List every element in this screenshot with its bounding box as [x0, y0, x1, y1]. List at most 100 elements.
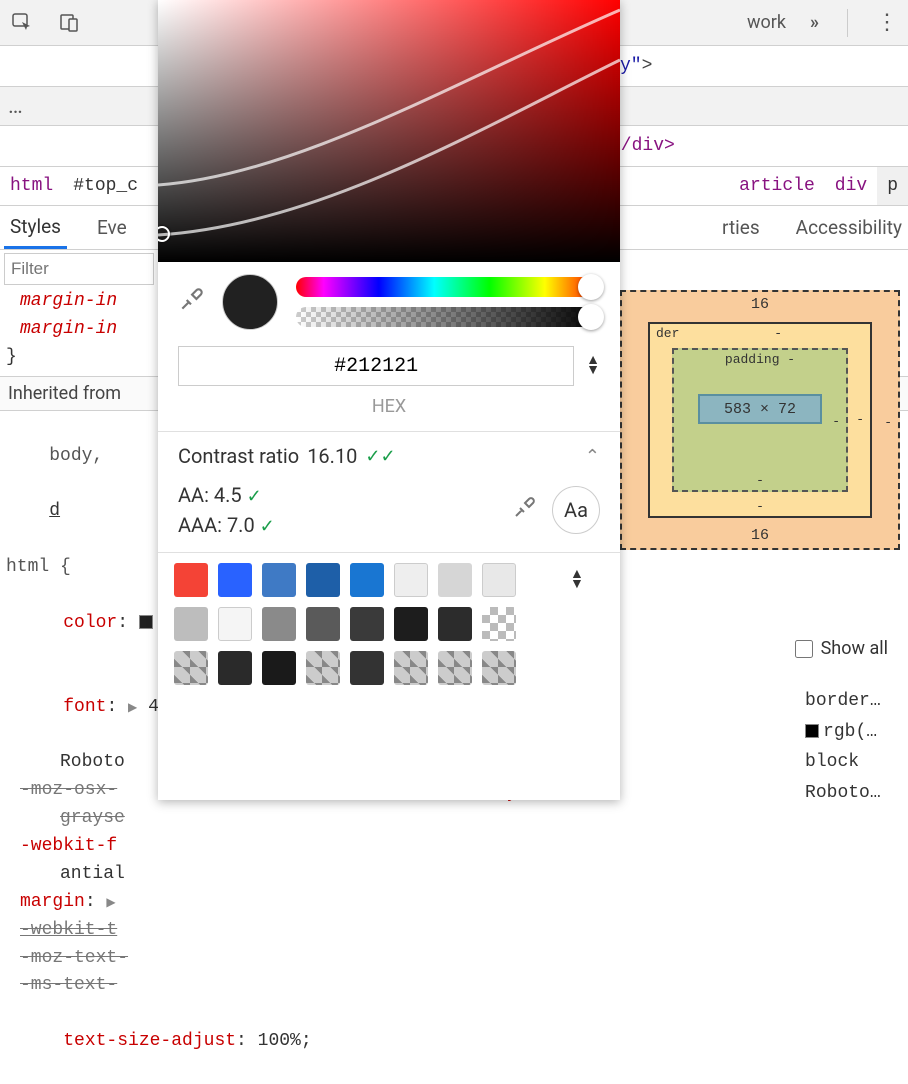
breadcrumb-div[interactable]: div: [825, 167, 877, 205]
alpha-thumb[interactable]: [578, 304, 604, 330]
breadcrumb-html[interactable]: html: [0, 167, 63, 205]
aaa-threshold: AAA: 7.0: [178, 513, 255, 537]
tabs-overflow-icon[interactable]: »: [810, 12, 819, 33]
tab-properties-partial[interactable]: rties: [716, 206, 766, 249]
css-margin-prop[interactable]: margin: [20, 892, 85, 912]
inspect-icon[interactable]: [10, 11, 34, 35]
hex-input-row: ▲▼: [158, 342, 620, 396]
expand-triangle-icon[interactable]: ▶: [128, 701, 137, 715]
eyedropper-icon[interactable]: [178, 287, 204, 317]
contrast-label: Contrast ratio: [178, 444, 299, 468]
hue-thumb[interactable]: [578, 274, 604, 300]
palette-swatch[interactable]: [438, 607, 472, 641]
css-margin-start[interactable]: margin-in: [20, 291, 117, 311]
css-text-size-val: 100%;: [258, 1031, 312, 1051]
palette-swatch[interactable]: [350, 607, 384, 641]
breadcrumb-article[interactable]: article: [729, 167, 825, 205]
hue-slider[interactable]: [296, 277, 600, 297]
breadcrumb-p[interactable]: p: [877, 167, 908, 205]
color-sliders: [296, 277, 600, 327]
border-top-value: -: [774, 326, 782, 341]
computed-value: block: [805, 747, 900, 778]
palette-swatch[interactable]: [218, 607, 252, 641]
palette-swatch[interactable]: [218, 651, 252, 685]
palette-swatch[interactable]: [306, 651, 340, 685]
hex-input[interactable]: [178, 346, 574, 386]
palette-swatch[interactable]: [262, 563, 296, 597]
palette-grid: ▲▼: [158, 552, 620, 695]
css-moz-text[interactable]: -moz-text-: [20, 945, 908, 973]
palette-swatch[interactable]: [174, 607, 208, 641]
color-format-label: HEX: [158, 396, 620, 432]
tab-network-partial[interactable]: work: [747, 12, 786, 33]
chevron-up-icon[interactable]: ⌃: [585, 446, 600, 467]
format-switcher[interactable]: ▲▼: [586, 356, 600, 376]
contrast-curve-icon: [158, 0, 620, 262]
palette-swatch[interactable]: [438, 563, 472, 597]
color-picker-panel: ▲▼ HEX Contrast ratio 16.10 ✓✓ ⌃ AA: 4.5…: [158, 0, 620, 800]
palette-swatch[interactable]: [394, 651, 428, 685]
margin-top-value: 16: [751, 296, 769, 313]
css-webkit-text[interactable]: -webkit-t: [20, 917, 908, 945]
tab-event-partial[interactable]: Eve: [91, 206, 133, 249]
css-font-prop[interactable]: font: [63, 697, 106, 717]
box-model[interactable]: 16 16 - der - - - padding - - - 583 × 72: [620, 290, 900, 550]
palette-swatch[interactable]: [174, 651, 208, 685]
color-swatch-icon[interactable]: [139, 615, 153, 629]
border-label: der: [656, 326, 679, 341]
attr-fragment: y": [620, 56, 642, 76]
css-margin-end[interactable]: margin-in: [20, 319, 117, 339]
border-right-value: -: [856, 412, 864, 427]
breadcrumb-top-c[interactable]: #top_c: [63, 167, 148, 205]
palette-swatch[interactable]: [482, 607, 516, 641]
expand-triangle-icon-2[interactable]: ▶: [106, 896, 115, 910]
palette-switcher[interactable]: ▲▼: [570, 570, 594, 590]
alpha-slider[interactable]: [296, 307, 600, 327]
palette-swatch[interactable]: [174, 563, 208, 597]
show-all-row: Show all: [795, 638, 888, 659]
palette-swatch[interactable]: [394, 607, 428, 641]
check-icon: ✓: [260, 516, 275, 537]
ellipsis-icon: …: [8, 94, 23, 119]
kebab-menu-icon[interactable]: ⋮: [876, 10, 898, 35]
show-all-label: Show all: [821, 638, 888, 659]
palette-swatch[interactable]: [262, 651, 296, 685]
selector-body[interactable]: body,: [49, 446, 103, 466]
color-swatch-icon[interactable]: [805, 724, 819, 738]
padding-right-value: -: [832, 414, 840, 429]
palette-swatch[interactable]: [438, 651, 472, 685]
contrast-value: 16.10: [307, 444, 357, 468]
palette-swatch[interactable]: [350, 651, 384, 685]
picker-controls-row: [158, 262, 620, 342]
tag-close-bracket: >: [642, 56, 653, 76]
margin-right-value: -: [884, 415, 892, 430]
palette-swatch[interactable]: [394, 563, 428, 597]
palette-swatch[interactable]: [482, 651, 516, 685]
css-color-prop[interactable]: color: [63, 613, 117, 633]
show-all-checkbox[interactable]: [795, 640, 813, 658]
computed-value: rgb(…: [805, 717, 900, 748]
css-ms-text[interactable]: -ms-text-: [20, 972, 908, 1000]
tab-accessibility[interactable]: Accessibility: [790, 206, 908, 249]
bg-eyedropper-icon[interactable]: [512, 496, 536, 524]
palette-swatch[interactable]: [306, 607, 340, 641]
tab-styles[interactable]: Styles: [4, 206, 67, 249]
source-link-partial[interactable]: d: [49, 501, 60, 521]
current-color-swatch[interactable]: [222, 274, 278, 330]
border-box: der - - - padding - - - 583 × 72: [648, 322, 872, 518]
device-toggle-icon[interactable]: [58, 11, 82, 35]
css-text-size-adjust[interactable]: text-size-adjust: [63, 1031, 236, 1051]
palette-swatch[interactable]: [482, 563, 516, 597]
css-webkit-font[interactable]: -webkit-f: [20, 836, 117, 856]
content-box: 583 × 72: [698, 394, 822, 424]
margin-bottom-value: 16: [751, 527, 769, 544]
palette-swatch[interactable]: [218, 563, 252, 597]
text-preview-badge[interactable]: Aa: [552, 486, 600, 534]
styles-filter-input[interactable]: [4, 253, 154, 285]
saturation-value-area[interactable]: [158, 0, 620, 262]
computed-panel: 16 16 - der - - - padding - - - 583 × 72: [608, 290, 908, 550]
palette-swatch[interactable]: [350, 563, 384, 597]
content-dimensions: 583 × 72: [724, 401, 796, 418]
palette-swatch[interactable]: [262, 607, 296, 641]
palette-swatch[interactable]: [306, 563, 340, 597]
